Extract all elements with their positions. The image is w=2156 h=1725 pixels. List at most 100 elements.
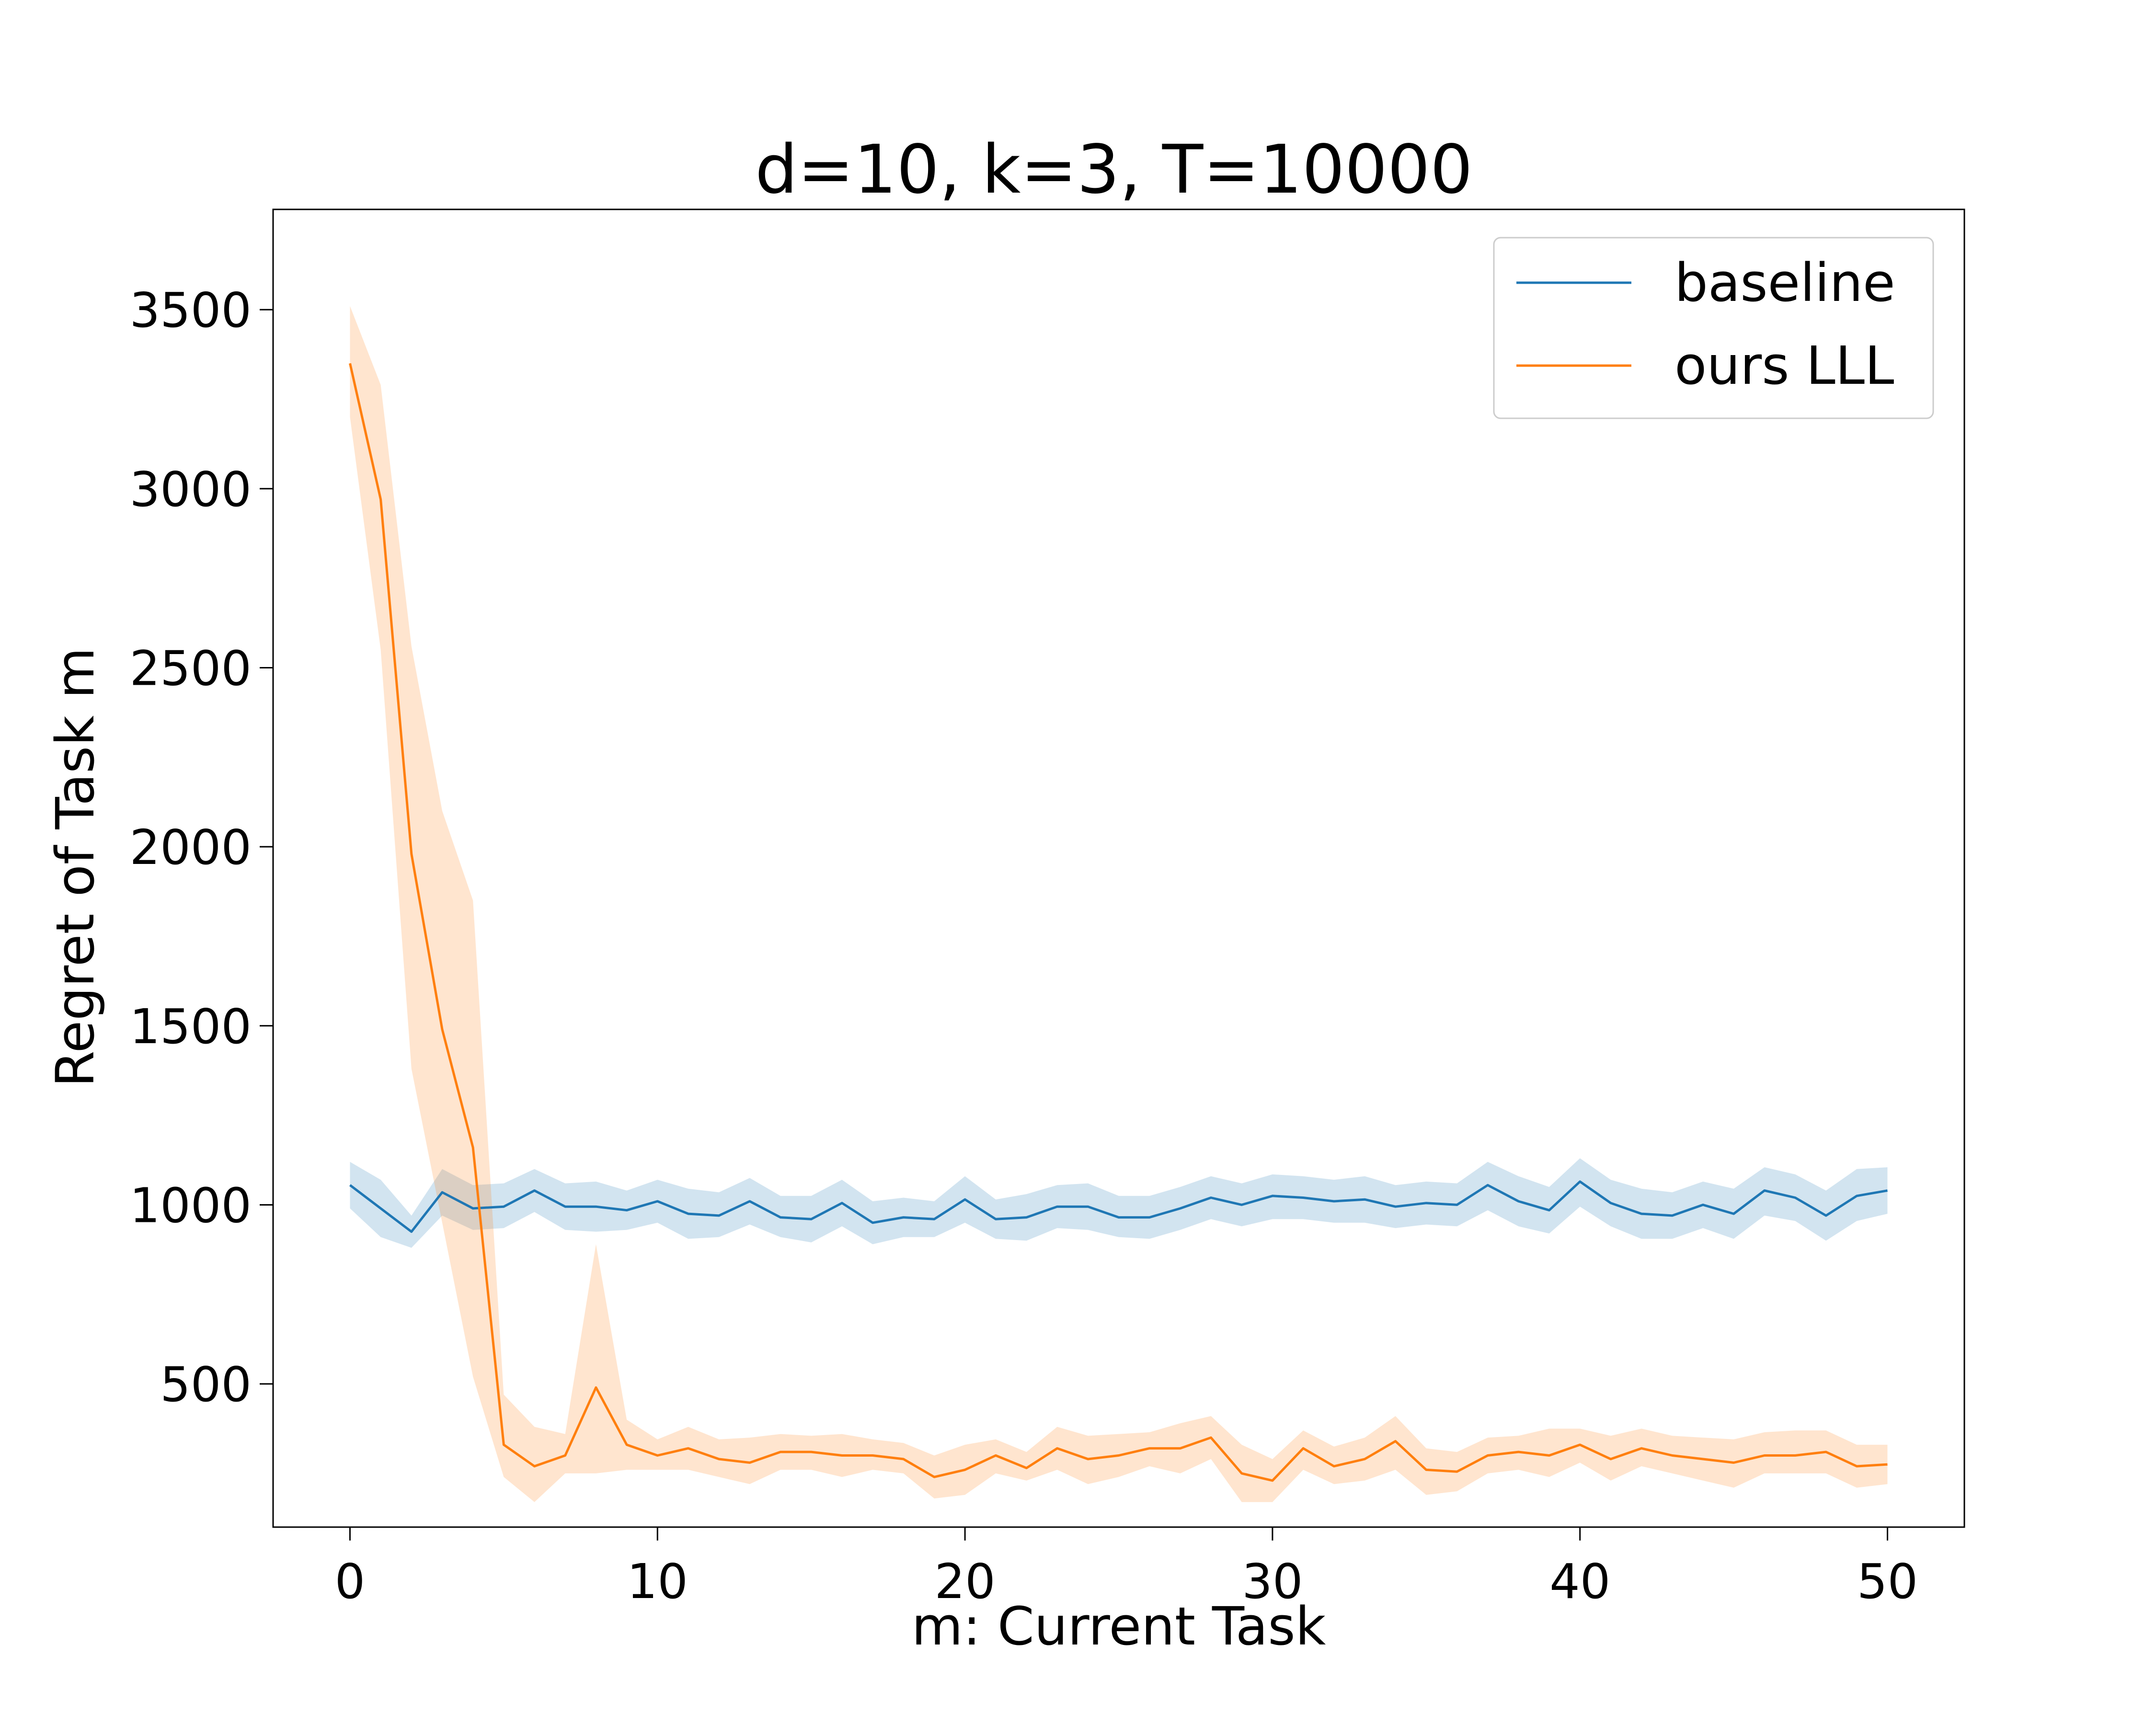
data-point-baseline: [1147, 1215, 1152, 1220]
series-line-baseline: [349, 1180, 1888, 1233]
data-point-ours-lll: [839, 1453, 845, 1459]
data-point-baseline: [1547, 1208, 1552, 1213]
data-point-baseline: [993, 1216, 998, 1222]
data-point-baseline: [1423, 1200, 1429, 1206]
data-point-ours-lll: [1116, 1453, 1122, 1459]
data-point-baseline: [1116, 1215, 1122, 1220]
x-tick-label: 20: [934, 1553, 995, 1610]
data-point-ours-lll: [962, 1467, 968, 1472]
data-point-ours-lll: [1331, 1463, 1337, 1469]
data-point-ours-lll: [562, 1453, 568, 1459]
data-point-ours-lll: [1454, 1469, 1460, 1474]
x-tick-label: 0: [335, 1553, 366, 1610]
data-point-ours-lll: [1669, 1453, 1675, 1459]
data-point-ours-lll: [1423, 1467, 1429, 1472]
data-point-ours-lll: [808, 1449, 814, 1455]
data-point-ours-lll: [901, 1456, 906, 1462]
data-point-ours-lll: [1700, 1456, 1706, 1462]
data-point-baseline: [1055, 1204, 1060, 1209]
data-point-baseline: [1362, 1196, 1368, 1202]
y-tick-label: 1500: [130, 999, 252, 1055]
data-point-baseline: [1700, 1202, 1706, 1208]
data-point-ours-lll: [1792, 1453, 1798, 1459]
data-point-ours-lll: [1393, 1438, 1399, 1444]
data-point-baseline: [1639, 1211, 1644, 1217]
data-point-baseline: [1177, 1206, 1183, 1211]
x-tick-label: 50: [1857, 1553, 1918, 1610]
chart-title: d=10, k=3, T=10000: [755, 131, 1473, 209]
data-point-ours-lll: [1823, 1449, 1829, 1455]
data-point-baseline: [1731, 1211, 1737, 1217]
x-tick-label: 30: [1242, 1553, 1303, 1610]
data-point-baseline: [470, 1206, 476, 1211]
data-point-baseline: [808, 1216, 814, 1222]
data-point-ours-lll: [1854, 1463, 1859, 1469]
data-point-baseline: [1454, 1202, 1460, 1208]
data-point-baseline: [716, 1213, 722, 1219]
data-point-baseline: [962, 1196, 968, 1202]
data-point-baseline: [1608, 1200, 1614, 1206]
data-point-ours-lll: [501, 1442, 506, 1448]
data-point-ours-lll: [686, 1446, 691, 1451]
data-point-ours-lll: [1731, 1460, 1737, 1466]
data-point-baseline: [1485, 1182, 1491, 1188]
data-point-ours-lll: [1024, 1465, 1030, 1471]
data-point-ours-lll: [409, 851, 414, 857]
data-point-baseline: [1024, 1215, 1030, 1220]
data-point-baseline: [931, 1216, 937, 1222]
data-point-ours-lll: [1055, 1446, 1060, 1451]
data-point-baseline: [870, 1220, 876, 1226]
data-point-ours-lll: [378, 496, 384, 502]
y-tick-label: 1000: [130, 1177, 252, 1233]
plot-area: [347, 306, 1891, 1502]
y-tick-label: 2500: [130, 641, 252, 697]
data-point-baseline: [654, 1198, 660, 1204]
data-point-ours-lll: [1547, 1453, 1552, 1459]
y-tick-label: 2000: [130, 819, 252, 875]
legend: baseline ours LLL: [1493, 237, 1934, 419]
data-point-baseline: [347, 1182, 353, 1188]
data-point-ours-lll: [1577, 1442, 1583, 1448]
data-point-baseline: [1393, 1204, 1399, 1209]
data-point-baseline: [1669, 1213, 1675, 1219]
data-point-baseline: [1762, 1188, 1767, 1194]
data-point-ours-lll: [1362, 1456, 1368, 1462]
y-tick-label: 3000: [130, 461, 252, 518]
data-point-ours-lll: [593, 1385, 599, 1391]
data-point-baseline: [839, 1200, 845, 1206]
data-point-baseline: [1270, 1193, 1275, 1199]
data-point-ours-lll: [1885, 1461, 1891, 1467]
data-point-baseline: [778, 1215, 783, 1220]
data-point-ours-lll: [1239, 1471, 1245, 1476]
data-point-ours-lll: [532, 1463, 538, 1469]
y-tick-label: 500: [160, 1357, 252, 1413]
data-point-ours-lll: [439, 1026, 445, 1032]
series-line-ours-lll: [349, 363, 1888, 1482]
x-axis-title: m: Current Task: [912, 1596, 1326, 1657]
x-tick-label: 40: [1549, 1553, 1610, 1610]
data-point-ours-lll: [1147, 1446, 1152, 1451]
data-point-baseline: [439, 1189, 445, 1195]
data-point-ours-lll: [870, 1453, 876, 1459]
data-point-baseline: [532, 1188, 538, 1194]
data-point-baseline: [747, 1198, 753, 1204]
data-point-ours-lll: [1608, 1456, 1614, 1462]
data-point-ours-lll: [654, 1453, 660, 1459]
data-point-ours-lll: [1762, 1453, 1767, 1459]
data-point-baseline: [1577, 1179, 1583, 1184]
data-point-baseline: [1823, 1213, 1829, 1219]
data-point-baseline: [1085, 1204, 1091, 1209]
data-point-baseline: [1792, 1195, 1798, 1201]
y-tick-label: 3500: [130, 282, 252, 338]
legend-label-baseline: baseline: [1674, 252, 1895, 313]
data-point-baseline: [1885, 1188, 1891, 1194]
data-point-baseline: [1331, 1198, 1337, 1204]
data-point-ours-lll: [1485, 1453, 1491, 1459]
y-axis-title: Regret of Task m: [45, 647, 106, 1087]
data-point-baseline: [378, 1206, 384, 1211]
axes: 0 10 20 30 40 50 500 1000 1500 2000 2500 3000 3500: [130, 282, 1918, 1610]
data-point-ours-lll: [1300, 1446, 1306, 1451]
data-point-ours-lll: [1515, 1449, 1521, 1455]
data-point-ours-lll: [993, 1453, 998, 1459]
